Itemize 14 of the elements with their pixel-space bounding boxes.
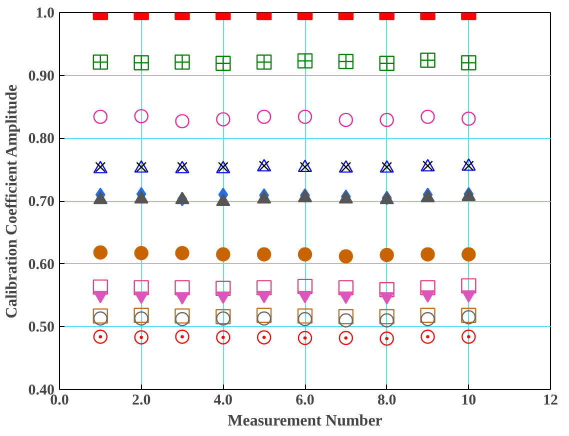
y-tick-label: 0.60 [28, 256, 54, 273]
x-tick-label: 2.0 [132, 392, 151, 408]
x-tick-label: 6.0 [296, 392, 314, 408]
y-tick-label: 0.70 [28, 194, 54, 210]
y-tick-label: 0.80 [28, 131, 54, 148]
y-axis-title: Calibration Coefficient Amplitude [3, 84, 20, 318]
y-tick-label: 0.50 [28, 320, 54, 336]
x-tick-label: 10 [461, 392, 476, 408]
x-axis-title: Measurement Number [228, 412, 382, 430]
y-tick-label: 1.0 [36, 6, 54, 22]
y-tick-label: 0.90 [28, 68, 54, 84]
x-tick-label: 8.0 [377, 392, 396, 408]
x-tick-label: 4.0 [214, 392, 233, 408]
x-tick-label: 12 [543, 392, 558, 408]
